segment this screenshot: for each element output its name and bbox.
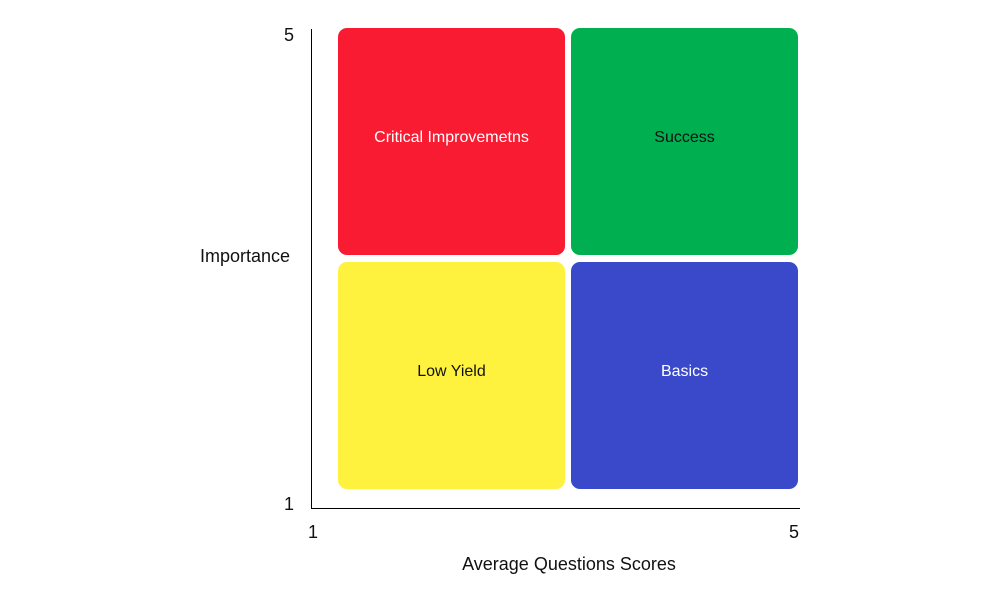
quadrant-low-yield: Low Yield <box>338 262 565 489</box>
x-axis-title: Average Questions Scores <box>462 554 676 574</box>
quadrant-label-basics: Basics <box>660 362 709 380</box>
quadrant-label-success: Success <box>654 128 715 146</box>
y-axis-tick-max: 5 <box>284 25 295 45</box>
y-axis-title: Importance <box>200 246 291 266</box>
y-axis-tick-min: 1 <box>284 494 295 514</box>
x-axis-tick-min: 1 <box>308 522 319 542</box>
x-axis-line <box>311 508 800 509</box>
y-axis-line <box>311 29 312 509</box>
quadrant-label-critical-improvements: Critical Improvemetns <box>374 128 529 146</box>
quadrant-basics: Basics <box>571 262 798 489</box>
quadrant-success: Success <box>571 28 798 255</box>
quadrant-critical-improvements: Critical Improvemetns <box>338 28 565 255</box>
quadrant-label-low-yield: Low Yield <box>417 362 486 380</box>
x-axis-tick-max: 5 <box>789 522 800 542</box>
